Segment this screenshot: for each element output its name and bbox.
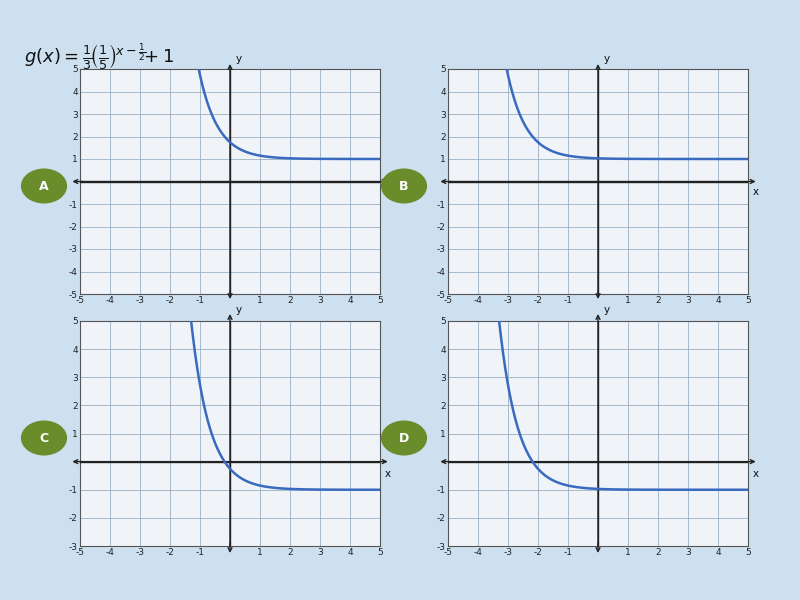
Text: x: x bbox=[753, 469, 758, 479]
Text: C: C bbox=[39, 431, 49, 445]
Text: x: x bbox=[753, 187, 758, 197]
Text: $g(x) = \frac{1}{3}\!\left(\frac{1}{5}\right)^{\!x-\frac{1}{2}}\!\!+1$: $g(x) = \frac{1}{3}\!\left(\frac{1}{5}\r… bbox=[24, 42, 174, 73]
Text: y: y bbox=[235, 305, 242, 316]
Text: B: B bbox=[399, 179, 409, 193]
Text: A: A bbox=[39, 179, 49, 193]
Text: x: x bbox=[385, 469, 390, 479]
Text: y: y bbox=[603, 55, 610, 64]
Text: D: D bbox=[399, 431, 409, 445]
Text: x: x bbox=[385, 187, 390, 197]
Text: y: y bbox=[603, 305, 610, 316]
Text: y: y bbox=[235, 55, 242, 64]
